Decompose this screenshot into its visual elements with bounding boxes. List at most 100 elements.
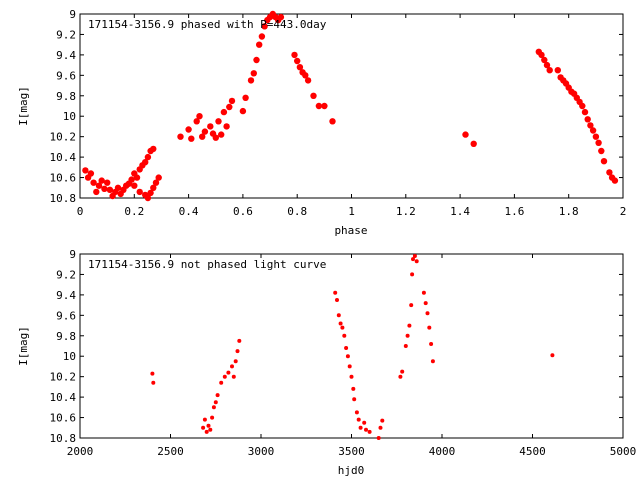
- unphased-data-point: [423, 301, 428, 306]
- unphased-x-tick-label: 3000: [248, 445, 275, 458]
- phased-data-point: [592, 133, 600, 140]
- unphased-data-point: [335, 298, 339, 302]
- phased-x-ticks: 0 0.2 0.4 0.6 0.8 1 1.2 1.4 1.6 1.8 2: [77, 14, 626, 218]
- phased-data-point: [201, 128, 209, 135]
- unphased-data-point: [150, 371, 155, 376]
- unphased-light-curve-plot: 2000 2500 3000 3500 4000 4500 5000 99.29.49.69…: [17, 248, 636, 477]
- phased-y-tick-label: 9.4: [56, 49, 76, 62]
- unphased-data-point: [237, 338, 242, 343]
- phased-data-point: [196, 113, 203, 120]
- phased-data-point: [98, 177, 105, 184]
- phased-data-point: [199, 133, 206, 140]
- unphased-data-point: [235, 349, 240, 354]
- phased-y-tick-label: 10.4: [50, 151, 77, 164]
- phased-light-curve-plot: 0 0.2 0.4 0.6 0.8 1 1.2 1.4 1.6 1.8 2 9 9.2 9.4 9.6 9.…: [17, 8, 626, 237]
- phased-plot-title: 171154-3156.9 phased with P=443.0day: [88, 18, 327, 31]
- unphased-data-point: [338, 321, 343, 326]
- phased-data-point: [128, 176, 135, 183]
- unphased-data-point: [340, 325, 345, 330]
- unphased-data-point: [201, 425, 206, 430]
- unphased-data-point: [336, 313, 341, 318]
- phased-data-point: [223, 123, 230, 130]
- phased-y-tick-label: 9.6: [56, 69, 76, 82]
- unphased-data-point: [231, 374, 236, 379]
- phased-x-tick-label: 1.2: [396, 205, 416, 218]
- phased-data-point: [228, 97, 236, 105]
- phased-data-point: [155, 174, 162, 181]
- unphased-data-point: [409, 303, 414, 308]
- phased-x-tick-label: 0.2: [124, 205, 144, 218]
- phased-data-point: [543, 61, 551, 69]
- phased-data-point: [87, 170, 95, 177]
- unphased-x-axis-label: hjd0: [338, 464, 365, 477]
- unphased-data-point: [403, 344, 408, 348]
- phased-data-point: [277, 13, 285, 21]
- unphased-data-point: [211, 405, 216, 410]
- phased-data-point: [150, 184, 157, 191]
- phased-data-point: [106, 186, 114, 193]
- unphased-x-tick-label: 5000: [610, 445, 637, 458]
- unphased-data-point: [427, 325, 432, 330]
- unphased-data-point: [202, 417, 207, 422]
- unphased-data-point: [226, 370, 231, 375]
- unphased-data-point: [230, 364, 234, 369]
- unphased-data-point: [358, 425, 363, 430]
- unphased-y-tick-label: 9.4: [56, 289, 76, 302]
- phased-data-point: [589, 127, 597, 134]
- unphased-y-tick-label: 9.8: [56, 330, 76, 343]
- phased-data-point: [294, 57, 301, 65]
- unphased-data-point: [210, 415, 215, 420]
- phased-data-point: [470, 140, 477, 147]
- unphased-y-tick-label: 10.8: [50, 432, 77, 445]
- phased-data-points: [82, 10, 619, 202]
- unphased-y-tick-label: 10.4: [50, 391, 77, 404]
- phased-data-point: [218, 131, 225, 138]
- phased-y-tick-label: 9.8: [56, 90, 76, 103]
- unphased-data-point: [345, 354, 350, 359]
- phased-data-point: [136, 188, 143, 196]
- unphased-x-tick-label: 4000: [429, 445, 456, 458]
- unphased-data-points: [150, 254, 555, 440]
- phased-data-point: [185, 126, 192, 133]
- phased-data-point: [142, 159, 149, 166]
- phased-data-point: [611, 177, 619, 184]
- phased-x-axis-label: phase: [334, 224, 367, 237]
- phased-data-point: [250, 70, 257, 77]
- phased-x-tick-label: 0.8: [287, 205, 307, 218]
- unphased-data-point: [425, 311, 430, 316]
- unphased-y-tick-label: 10.6: [50, 412, 77, 425]
- unphased-data-point: [208, 427, 213, 432]
- phased-data-point: [207, 123, 214, 130]
- phased-data-point: [253, 56, 260, 64]
- unphased-data-point: [412, 254, 417, 258]
- unphased-data-point: [333, 290, 338, 295]
- phased-x-tick-label: 0.4: [179, 205, 199, 218]
- phased-x-tick-label: 1.6: [504, 205, 524, 218]
- phased-data-point: [462, 131, 469, 138]
- phased-data-point: [90, 179, 97, 186]
- unphased-data-point: [352, 397, 357, 402]
- phased-data-point: [101, 185, 108, 192]
- unphased-y-tick-label: 9.2: [56, 268, 76, 281]
- phased-data-point: [598, 147, 605, 155]
- phased-y-tick-label: 9.2: [56, 28, 76, 41]
- unphased-data-point: [405, 333, 410, 338]
- unphased-data-point: [204, 429, 209, 434]
- phased-data-point: [315, 102, 323, 110]
- unphased-data-point: [362, 420, 367, 425]
- unphased-data-point: [429, 342, 434, 346]
- unphased-data-point: [351, 386, 356, 391]
- unphased-x-tick-label: 3500: [338, 445, 365, 458]
- phased-data-point: [131, 182, 138, 189]
- phased-data-point: [242, 94, 249, 102]
- phased-data-point: [329, 118, 336, 125]
- phased-data-point: [541, 56, 548, 64]
- phased-data-point: [95, 182, 103, 189]
- phased-data-point: [133, 174, 141, 181]
- phased-data-point: [310, 92, 317, 100]
- unphased-data-point: [407, 323, 412, 328]
- unphased-data-point: [367, 429, 372, 434]
- phased-y-tick-label: 10: [63, 110, 76, 123]
- phased-data-point: [177, 133, 184, 140]
